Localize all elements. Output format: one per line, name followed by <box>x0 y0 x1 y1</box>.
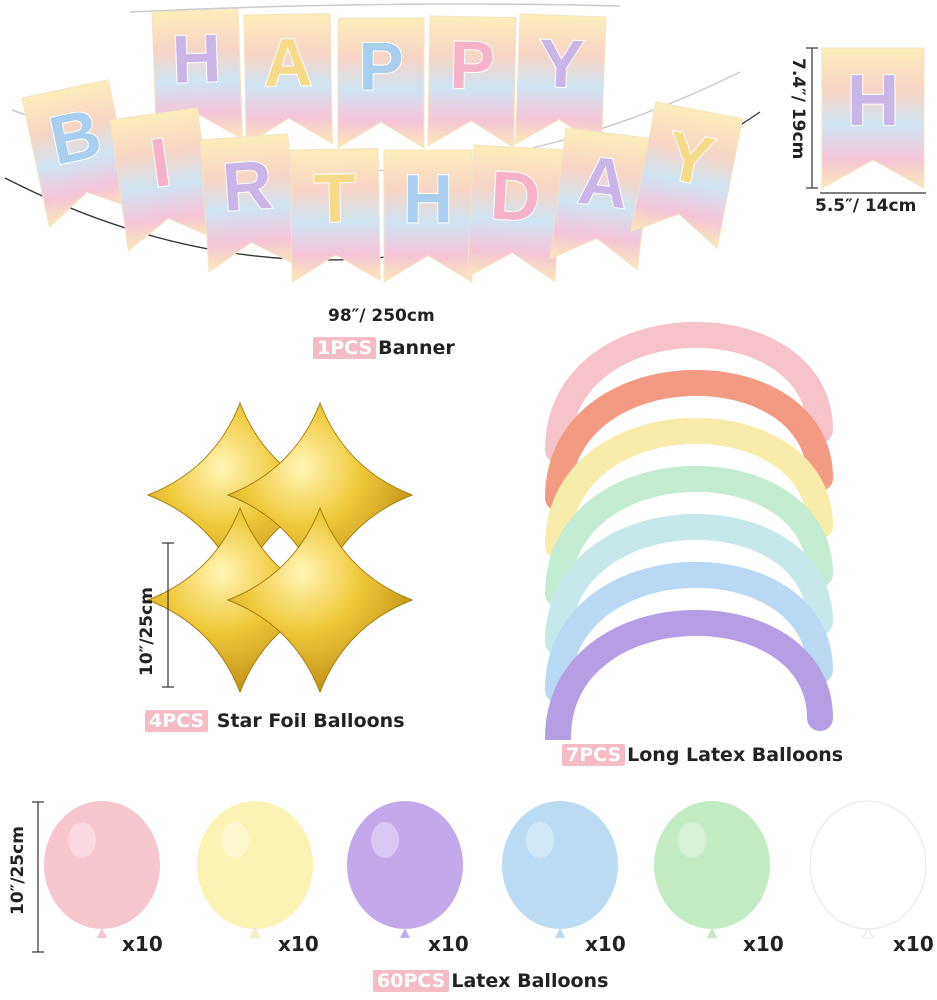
latex-balloon-3 <box>347 801 463 939</box>
long-latex-balloons <box>545 322 833 740</box>
latex-qty-4: x10 <box>585 932 626 956</box>
birthday-banner: H A P P YB I R T H D A YH <box>4 3 926 283</box>
svg-text:R: R <box>220 146 275 226</box>
long-balloon-6 <box>545 562 833 703</box>
star-caption: 4PCS Star Foil Balloons <box>145 710 405 732</box>
banner-flag-bottom-7: A <box>549 127 654 271</box>
latex-qty-3: x10 <box>428 932 469 956</box>
star-name: Star Foil Balloons <box>216 710 405 732</box>
banner-single-flag: H <box>821 47 925 189</box>
latex-name: Latex Balloons <box>451 970 609 992</box>
latex-qty-5: x10 <box>743 932 784 956</box>
banner-pcs-badge: 1PCS <box>313 337 377 359</box>
star-size-label: 10″/25cm <box>137 587 157 676</box>
banner-flag-bottom-5: H <box>383 149 473 283</box>
svg-text:P: P <box>449 28 495 104</box>
long-caption: 7PCS Long Latex Balloons <box>562 744 843 766</box>
banner-flag-bottom-3: R <box>199 133 298 273</box>
svg-text:Y: Y <box>537 26 585 103</box>
latex-pcs-badge: 60PCS <box>373 970 450 992</box>
latex-qty-6: x10 <box>893 932 934 956</box>
banner-flag-bottom-4: T <box>289 147 381 283</box>
latex-caption: 60PCS Latex Balloons <box>373 970 608 992</box>
svg-text:T: T <box>313 159 356 237</box>
long-balloon-7 <box>545 610 833 740</box>
svg-text:P: P <box>358 30 403 105</box>
long-balloon-1 <box>545 322 833 463</box>
banner-flag-top-5: Y <box>514 13 607 148</box>
long-pcs-badge: 7PCS <box>562 744 626 766</box>
svg-text:H: H <box>403 161 453 238</box>
long-balloon-5 <box>545 514 833 655</box>
banner-flag-bottom-8: Y <box>630 101 743 250</box>
latex-balloon-4 <box>502 801 618 939</box>
long-balloon-4 <box>545 466 833 607</box>
banner-flag-bottom-6: D <box>466 144 563 283</box>
star-foil-balloons <box>146 401 414 694</box>
long-balloon-2 <box>545 370 833 511</box>
svg-text:A: A <box>574 141 633 223</box>
flag-height-label: 7.4″/ 19cm <box>788 58 808 160</box>
banner-flag-bottom-1: B <box>21 79 137 229</box>
latex-qty-1: x10 <box>122 932 163 956</box>
banner-caption: 1PCS Banner <box>313 337 455 359</box>
latex-size-label: 10″/25cm <box>8 826 28 915</box>
latex-qty-2: x10 <box>278 932 319 956</box>
banner-flag-top-2: A <box>243 12 333 146</box>
latex-balloon-1 <box>44 801 160 939</box>
latex-balloon-2 <box>197 801 313 939</box>
banner-flag-top-3: P <box>337 17 425 149</box>
banner-length-label: 98″/ 250cm <box>328 306 435 326</box>
latex-balloon-6 <box>809 800 927 939</box>
svg-text:A: A <box>263 25 313 101</box>
long-balloon-3 <box>545 418 833 559</box>
latex-balloons <box>32 800 927 953</box>
latex-balloon-5 <box>654 801 770 939</box>
banner-flag-top-4: P <box>427 15 517 149</box>
banner-flag-top-1: H <box>151 8 244 143</box>
star-balloon-4 <box>226 506 414 694</box>
star-pcs-badge: 4PCS <box>145 710 209 732</box>
svg-text:H: H <box>847 60 900 141</box>
flag-width-label: 5.5″/ 14cm <box>815 196 917 216</box>
banner-flag-bottom-2: I <box>109 107 217 252</box>
svg-text:H: H <box>171 21 222 98</box>
svg-text:D: D <box>489 157 543 236</box>
long-name: Long Latex Balloons <box>627 744 844 766</box>
banner-name: Banner <box>378 337 455 359</box>
